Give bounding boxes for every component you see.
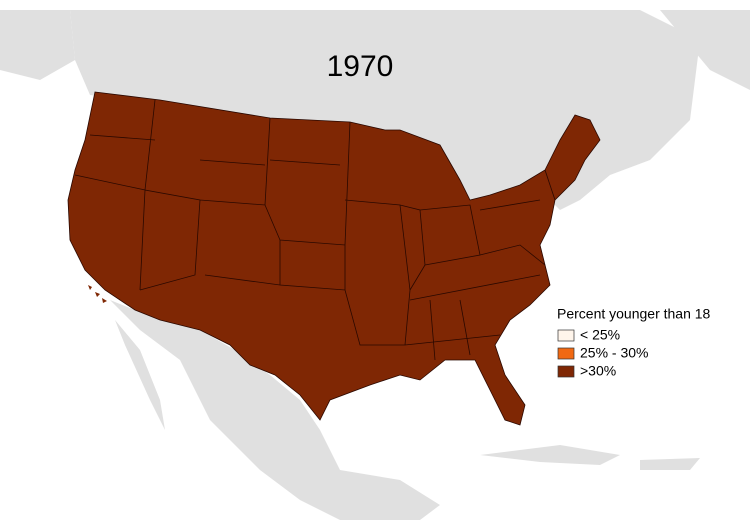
contiguous-us <box>67 91 601 426</box>
greenland-land <box>660 10 750 90</box>
legend-swatch <box>557 365 575 378</box>
mexico-baja <box>115 320 165 430</box>
legend-title: Percent younger than 18 <box>557 306 711 322</box>
legend-label: < 25% <box>580 327 620 343</box>
hawaii-islets <box>88 285 107 303</box>
legend-label: 25% - 30% <box>580 345 648 361</box>
legend-swatch <box>557 329 575 342</box>
canada-land <box>70 10 700 210</box>
legend-label: >30% <box>580 363 616 379</box>
state-borders <box>74 99 556 361</box>
map-title: 1970 <box>327 50 394 83</box>
alaska-land <box>0 10 75 80</box>
mexico-land <box>110 300 440 520</box>
legend-swatch <box>557 347 575 360</box>
legend: Percent younger than 18 < 25% 25% - 30% >3… <box>557 306 711 379</box>
caribbean-land <box>480 445 700 470</box>
